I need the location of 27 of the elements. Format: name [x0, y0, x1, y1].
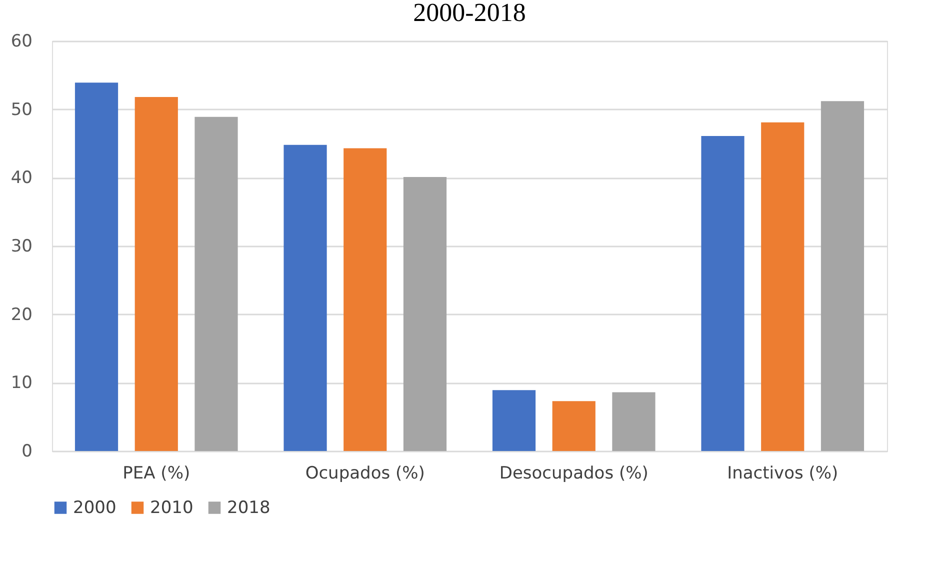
y-tick-label: 40 [10, 168, 32, 188]
bar [194, 116, 238, 451]
bar [612, 392, 656, 451]
x-tick-label: PEA (%) [122, 464, 190, 484]
bar [344, 148, 387, 451]
legend-label: 2018 [227, 498, 270, 518]
bar [74, 82, 118, 451]
y-tick-label: 20 [10, 304, 32, 325]
x-tick-label: Inactivos (%) [727, 464, 838, 484]
legend-label: 2010 [150, 498, 194, 518]
y-tick-label: 60 [10, 32, 32, 52]
y-tick-label: 0 [22, 442, 32, 462]
x-tick-label: Desocupados (%) [499, 464, 648, 484]
bar [403, 176, 447, 451]
bar [761, 122, 804, 451]
x-tick-label: Ocupados (%) [305, 464, 425, 484]
y-tick-label: 10 [10, 373, 32, 394]
legend-label: 2000 [73, 498, 116, 518]
bar [492, 390, 536, 451]
bar [820, 101, 864, 451]
y-tick-label: 30 [10, 236, 32, 256]
bar [134, 97, 178, 451]
chart-title: 2000-2018 [413, 0, 526, 27]
bar [552, 401, 596, 451]
bar [701, 136, 744, 451]
bar [284, 144, 327, 451]
y-tick-label: 50 [10, 100, 32, 120]
